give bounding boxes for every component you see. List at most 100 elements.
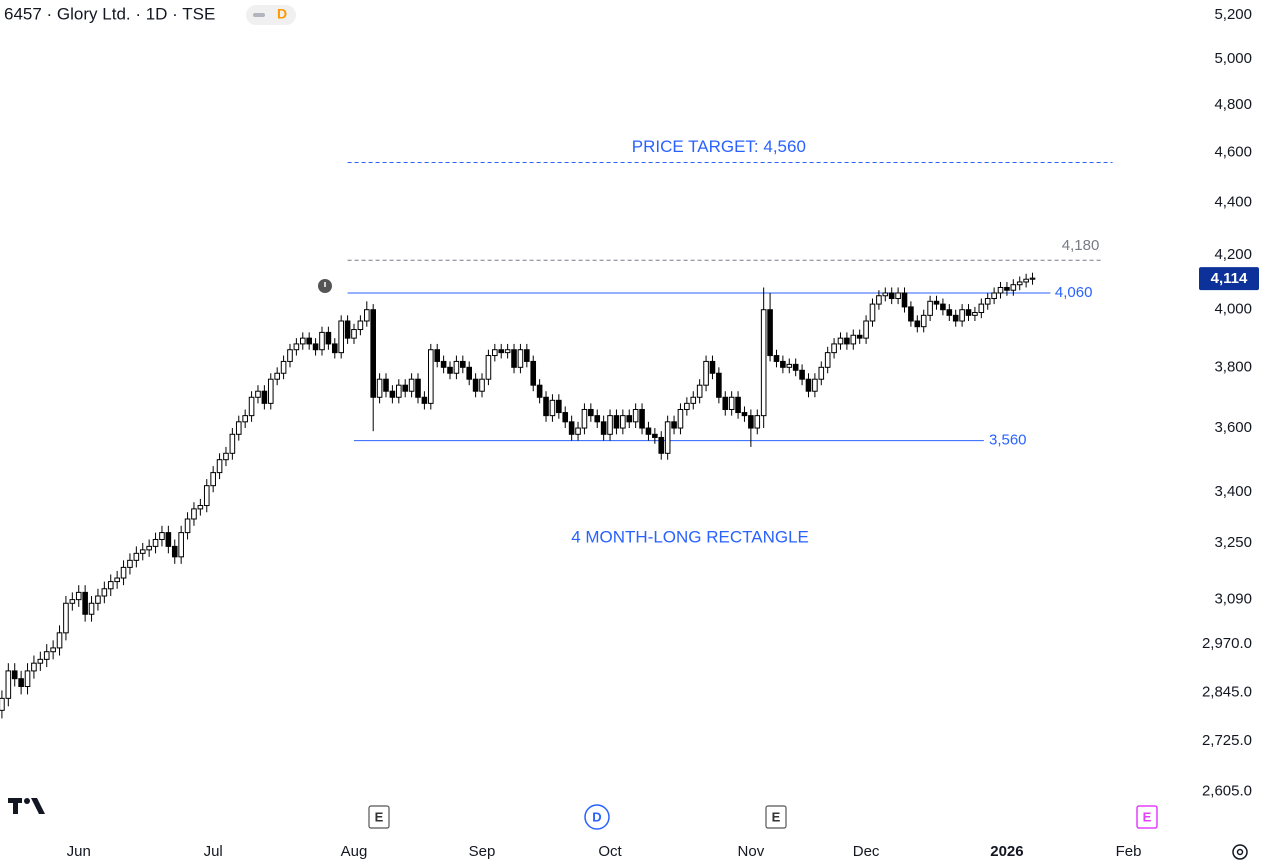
candle-body bbox=[997, 286, 1004, 294]
y-tick-label: 4,800 bbox=[1214, 96, 1252, 113]
candle-body bbox=[613, 415, 620, 429]
y-tick-label: 5,000 bbox=[1214, 50, 1252, 67]
candle-body bbox=[351, 329, 357, 339]
annotation: 4 MONTH-LONG RECTANGLE bbox=[571, 527, 809, 546]
candle-body bbox=[965, 309, 972, 316]
candle-body bbox=[325, 331, 332, 345]
last-price-bg bbox=[1199, 267, 1259, 291]
candle-body bbox=[652, 433, 658, 438]
label-bg bbox=[1051, 282, 1102, 303]
candle-body bbox=[299, 337, 306, 345]
candle-body bbox=[396, 384, 402, 398]
candle-body bbox=[741, 412, 748, 417]
candle-body bbox=[594, 415, 601, 423]
event-earnings-icon bbox=[765, 805, 787, 829]
candle-body bbox=[882, 292, 889, 297]
candle-body bbox=[223, 452, 229, 461]
level-label: 4,060 bbox=[1055, 284, 1093, 301]
candle-body bbox=[152, 538, 159, 547]
candle-body bbox=[101, 588, 108, 597]
candle-body bbox=[1023, 278, 1029, 283]
candle-body bbox=[50, 647, 56, 653]
badge-dash bbox=[253, 13, 265, 17]
candle-body bbox=[581, 408, 588, 429]
candle-body bbox=[735, 396, 741, 414]
candle-body bbox=[703, 360, 709, 386]
candle-body bbox=[69, 599, 76, 604]
candle-body bbox=[626, 415, 633, 423]
candle-body bbox=[933, 300, 940, 305]
candle-body bbox=[812, 378, 818, 392]
candle-body bbox=[901, 292, 908, 308]
candle-body bbox=[312, 343, 319, 351]
candle-body bbox=[620, 415, 626, 429]
x-tick-label: Aug bbox=[341, 843, 368, 860]
candle-body bbox=[191, 508, 197, 520]
candle-body bbox=[991, 292, 997, 300]
candle-body bbox=[767, 309, 773, 357]
y-tick-label: 3,090 bbox=[1214, 591, 1252, 608]
alarm-icon bbox=[318, 279, 332, 293]
last-price-label: 4,114 bbox=[1211, 270, 1248, 287]
candle-body bbox=[805, 378, 812, 392]
x-tick-label: Dec bbox=[853, 843, 880, 860]
candle-body bbox=[786, 363, 793, 368]
candle-body bbox=[716, 372, 722, 398]
x-tick-label: Sep bbox=[469, 843, 496, 860]
candle-body bbox=[447, 366, 453, 374]
candle-body bbox=[171, 545, 178, 558]
candle-body bbox=[677, 408, 684, 429]
candle-body bbox=[1016, 281, 1023, 286]
y-tick-label: 4,600 bbox=[1214, 144, 1252, 161]
event-label: D bbox=[592, 809, 601, 824]
candle-body bbox=[588, 408, 594, 417]
x-tick-label: Jun bbox=[67, 843, 91, 860]
candle-body bbox=[357, 320, 364, 331]
y-tick-label: 3,800 bbox=[1214, 358, 1252, 375]
candle-body bbox=[460, 360, 466, 368]
candle-body bbox=[280, 360, 287, 374]
y-tick-label: 2,845.0 bbox=[1202, 683, 1252, 700]
candle-body bbox=[56, 632, 63, 649]
candle-body bbox=[274, 372, 280, 380]
candle-body bbox=[133, 552, 140, 561]
candle-body bbox=[43, 651, 50, 660]
candle-body bbox=[818, 366, 825, 380]
candle-body bbox=[1029, 277, 1036, 280]
candle-body bbox=[684, 402, 690, 410]
candle-body bbox=[229, 433, 236, 454]
candle-body bbox=[908, 306, 914, 322]
candle-body bbox=[197, 505, 204, 510]
candle-body bbox=[0, 697, 5, 711]
candle-body bbox=[261, 390, 268, 404]
candle-body bbox=[549, 399, 556, 417]
candle-body bbox=[517, 349, 524, 368]
candle-body bbox=[607, 415, 613, 435]
event-label: E bbox=[772, 809, 781, 824]
candle-body bbox=[856, 334, 863, 339]
candle-body bbox=[146, 545, 152, 551]
candle-body bbox=[658, 436, 665, 454]
candle-body bbox=[5, 670, 12, 699]
candle-body bbox=[127, 559, 133, 568]
candle-body bbox=[536, 384, 543, 398]
candle-body bbox=[600, 421, 607, 435]
candle-body bbox=[920, 314, 927, 328]
candle-body bbox=[184, 518, 191, 534]
candle-body bbox=[88, 602, 95, 615]
candle-body bbox=[306, 337, 312, 345]
candle-body bbox=[575, 427, 581, 435]
candle-body bbox=[946, 309, 953, 316]
x-tick-label: 2026 bbox=[990, 843, 1023, 860]
candle-body bbox=[940, 303, 946, 311]
y-tick-label: 3,600 bbox=[1214, 419, 1252, 436]
y-tick-label: 2,605.0 bbox=[1202, 782, 1252, 799]
candle-body bbox=[978, 303, 985, 314]
candle-body bbox=[293, 343, 300, 351]
event-future-icon bbox=[1136, 805, 1158, 829]
candle-body bbox=[895, 292, 901, 300]
candle-body bbox=[952, 314, 959, 322]
candle-body bbox=[75, 591, 82, 601]
candle-body bbox=[402, 384, 409, 392]
